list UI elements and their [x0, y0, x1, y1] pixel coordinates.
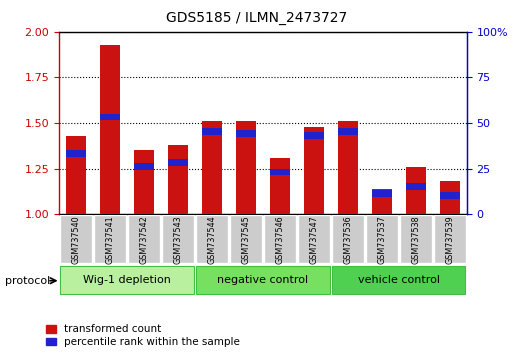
Bar [61, 266, 193, 294]
Bar [304, 132, 324, 138]
Bar [440, 181, 460, 214]
Text: GSM737542: GSM737542 [140, 215, 148, 264]
Text: protocol: protocol [5, 276, 50, 286]
Bar [270, 169, 290, 175]
Bar [304, 127, 324, 214]
Bar [264, 215, 296, 263]
Bar [162, 215, 194, 263]
Bar [230, 215, 262, 263]
Bar [196, 266, 329, 294]
Bar [66, 136, 86, 214]
Bar [60, 215, 92, 263]
Bar [433, 215, 466, 263]
Bar [134, 163, 154, 170]
Text: GSM737537: GSM737537 [378, 215, 386, 264]
Bar [400, 215, 432, 263]
Text: GSM737541: GSM737541 [106, 215, 114, 264]
Bar [66, 150, 86, 157]
Bar [128, 215, 160, 263]
Bar [406, 183, 426, 189]
Bar [366, 215, 398, 263]
Bar [202, 121, 222, 214]
Text: GSM737539: GSM737539 [445, 215, 455, 264]
Text: vehicle control: vehicle control [358, 275, 440, 285]
Text: GSM737540: GSM737540 [71, 215, 81, 264]
Bar [338, 121, 358, 214]
Text: GSM737536: GSM737536 [343, 215, 352, 264]
Bar [298, 215, 330, 263]
Bar [235, 130, 256, 137]
Bar [406, 167, 426, 214]
Bar [100, 45, 120, 214]
Bar [332, 266, 465, 294]
Text: negative control: negative control [218, 275, 308, 285]
Text: GSM737538: GSM737538 [411, 215, 420, 264]
Bar [338, 129, 358, 135]
Bar [168, 145, 188, 214]
Text: GSM737547: GSM737547 [309, 215, 319, 264]
Text: GSM737544: GSM737544 [207, 215, 216, 264]
Text: GSM737543: GSM737543 [173, 215, 183, 264]
Bar [371, 189, 392, 214]
Bar [94, 215, 126, 263]
Bar [195, 215, 228, 263]
Bar [270, 158, 290, 214]
Bar [134, 150, 154, 214]
Bar [331, 215, 364, 263]
Legend: transformed count, percentile rank within the sample: transformed count, percentile rank withi… [46, 324, 240, 347]
Bar [168, 159, 188, 166]
Bar [235, 121, 256, 214]
Bar [100, 114, 120, 120]
Bar [202, 129, 222, 135]
Text: GSM737545: GSM737545 [242, 215, 250, 264]
Text: GSM737546: GSM737546 [275, 215, 284, 264]
Text: Wig-1 depletion: Wig-1 depletion [83, 275, 171, 285]
Text: GDS5185 / ILMN_2473727: GDS5185 / ILMN_2473727 [166, 11, 347, 25]
Bar [371, 190, 392, 197]
Bar [440, 192, 460, 199]
